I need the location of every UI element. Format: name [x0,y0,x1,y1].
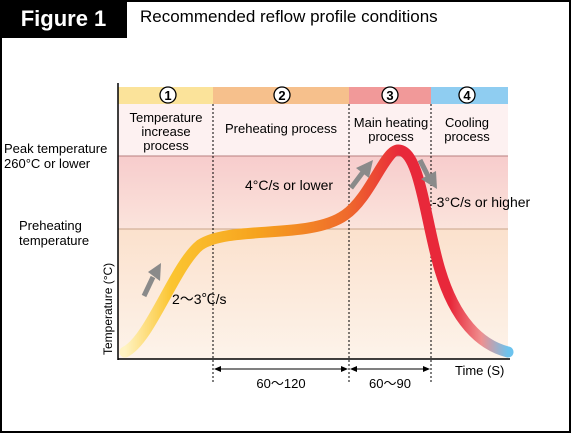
phase-1-line3: process [143,138,189,153]
peak-label-line1: Peak temperature [4,141,108,156]
peak-label-line2: 260°C or lower [4,156,91,171]
reflow-curve [119,144,514,358]
rise-rate-text: 2～3℃/s [172,291,226,307]
main-duration-text: 60～90 [369,376,411,391]
rise-arrow-icon [141,263,161,298]
phase-3-line2: process [368,129,414,144]
phase-number-4: 4 [458,86,476,104]
svg-text:3: 3 [386,88,393,103]
phase-number-1: 1 [159,86,177,104]
cool-rate-text: -3°C/s or higher [432,194,531,210]
phase-1-line1: Temperature [130,110,203,125]
phase-1-line2: increase [141,124,190,139]
y-axis-label: Temperature (°C) [101,263,115,355]
x-axis-label: Time (S) [455,363,504,378]
preheat-duration-text: 60～120 [256,376,305,391]
main-duration-arrow [350,366,430,372]
preheat-duration-arrow [214,366,348,372]
upper-zone [118,104,508,156]
phase-3-line1: Main heating [354,115,428,130]
preheat-label-line1: Preheating [19,218,82,233]
svg-text:4: 4 [463,88,471,103]
svg-text:1: 1 [164,88,171,103]
peak-zone [118,156,508,229]
ramp-rate-text: 4°C/s or lower [245,177,333,193]
phase-4-line2: process [444,129,490,144]
phase-number-3: 3 [381,86,399,104]
phase-2-line1: Preheating process [225,121,338,136]
ramp-arrow-icon [349,160,373,190]
figure-label: Figure 1 [0,0,127,38]
preheat-label-line2: temperature [19,233,90,248]
figure-title: Recommended reflow profile conditions [140,7,438,26]
phase-4-line1: Cooling [445,115,489,130]
phase-number-2: 2 [273,86,291,104]
cool-arrow-icon [417,158,437,189]
svg-text:2: 2 [278,88,285,103]
